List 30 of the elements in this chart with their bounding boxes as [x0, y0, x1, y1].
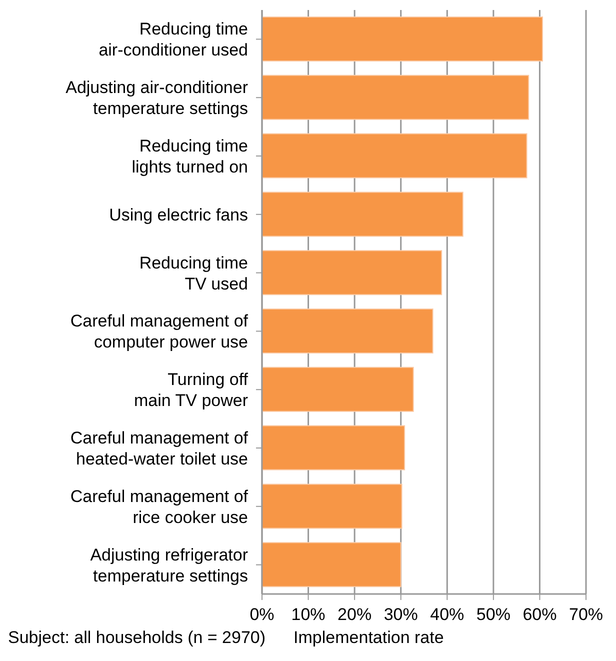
- bar: [262, 133, 528, 178]
- bar: [262, 192, 464, 237]
- x-tick-label: 10%: [291, 605, 326, 624]
- y-tick-label: Using electric fans: [109, 204, 248, 224]
- y-tick-label: Careful management of rice cooker use: [70, 486, 248, 526]
- bar: [262, 250, 442, 296]
- bar: [262, 484, 402, 529]
- x-tick-label: 50%: [476, 605, 510, 624]
- x-tick-label: 0%: [250, 605, 274, 624]
- x-tick-label: 30%: [384, 605, 418, 624]
- x-tick-label: 40%: [430, 605, 464, 624]
- y-tick-label: Adjusting air-conditioner temperature settings: [66, 78, 248, 118]
- bar: [262, 366, 414, 412]
- y-tick-label: Careful management of heated-water toilet use: [70, 428, 248, 468]
- y-tick-label: Turning off main TV power: [134, 370, 248, 410]
- x-tick-label: 70%: [568, 605, 604, 624]
- x-tick-label: 60%: [522, 605, 557, 624]
- x-axis-title: Implementation rate: [294, 628, 444, 648]
- y-tick-label: Careful management of computer power use: [70, 311, 248, 352]
- bar: [262, 542, 402, 588]
- y-tick-label: Reducing time TV used: [139, 252, 248, 293]
- bar: [262, 425, 406, 470]
- y-tick-label: Reducing time lights turned on: [132, 136, 248, 176]
- bar: [262, 308, 434, 354]
- y-tick-label: Reducing time air-conditioner used: [98, 19, 248, 60]
- x-tick-label: 20%: [338, 605, 372, 624]
- y-tick-label: Adjusting refrigerator temperature settings: [90, 544, 248, 585]
- bar: [262, 16, 543, 62]
- bar: [262, 74, 530, 120]
- text: Subject: all households (n = 2970): [8, 628, 266, 648]
